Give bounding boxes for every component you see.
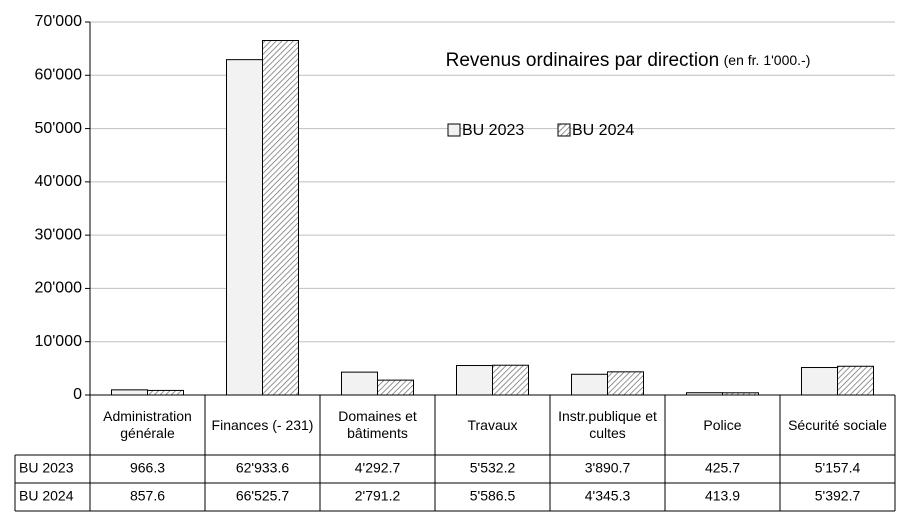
legend-swatch: [557, 123, 571, 137]
legend-swatch: [447, 123, 461, 137]
table-cell: 5'157.4: [815, 460, 861, 476]
bar: [262, 40, 299, 396]
bar: [456, 365, 493, 396]
table-cell: 966.3: [130, 460, 165, 476]
y-tick-label: 40'000: [34, 173, 82, 190]
title: Revenus ordinaires par direction: [446, 50, 720, 71]
x-tick-label: Instr.publique et cultes: [558, 408, 657, 441]
bar: [226, 59, 263, 396]
bar: [837, 365, 874, 396]
table-cell: 3'890.7: [585, 460, 631, 476]
category-cell: Domaines et bâtiments: [338, 408, 417, 441]
category-cell: Sécurité sociale: [788, 416, 887, 433]
table-cell: 413.9: [705, 488, 740, 504]
x-tick-label: Domaines et bâtiments: [338, 408, 417, 441]
table-cell: 425.7: [705, 460, 740, 476]
bar: [607, 371, 644, 396]
category-cell: Finances (- 231): [211, 416, 314, 433]
table-cell: 857.6: [130, 488, 165, 504]
y-tick-label: 50'000: [34, 120, 82, 137]
table-cell: 2'791.2: [355, 488, 401, 504]
x-tick-label: Sécurité sociale: [788, 416, 887, 433]
legend-label: BU 2023: [462, 122, 524, 139]
bar: [801, 367, 838, 396]
y-tick-label: 10'000: [34, 333, 82, 350]
x-tick-label: Travaux: [467, 416, 518, 433]
table-row-label: BU 2023: [19, 460, 74, 476]
table-row-label: BU 2024: [19, 488, 74, 504]
y-tick-label: 20'000: [34, 280, 82, 297]
bar: [377, 379, 414, 396]
category-cell: Police: [703, 416, 742, 433]
y-tick-label: 70'000: [34, 13, 82, 30]
table-cell: 62'933.6: [236, 460, 289, 476]
x-tick-label: Police: [703, 416, 742, 433]
bar: [341, 371, 378, 396]
bar: [492, 364, 529, 396]
table-cell: 5'532.2: [470, 460, 516, 476]
y-tick-label: 0: [73, 386, 82, 403]
table-cell: 5'392.7: [815, 488, 861, 504]
category-cell: Instr.publique et cultes: [558, 408, 657, 441]
subtitle: (en fr. 1'000.-): [724, 52, 811, 68]
x-tick-label: Finances (- 231): [211, 416, 314, 433]
table-cell: 4'292.7: [355, 460, 401, 476]
x-tick-label: Administration générale: [103, 408, 192, 441]
category-cell: Travaux: [467, 416, 518, 433]
table-cell: 4'345.3: [585, 488, 631, 504]
table-cell: 66'525.7: [236, 488, 289, 504]
table-cell: 5'586.5: [470, 488, 516, 504]
chart-title: Revenus ordinaires par direction (en fr.…: [446, 50, 811, 71]
y-tick-label: 30'000: [34, 226, 82, 243]
bar: [571, 373, 608, 396]
category-cell: Administration générale: [103, 408, 192, 441]
y-tick-label: 60'000: [34, 67, 82, 84]
legend-label: BU 2024: [572, 122, 634, 139]
